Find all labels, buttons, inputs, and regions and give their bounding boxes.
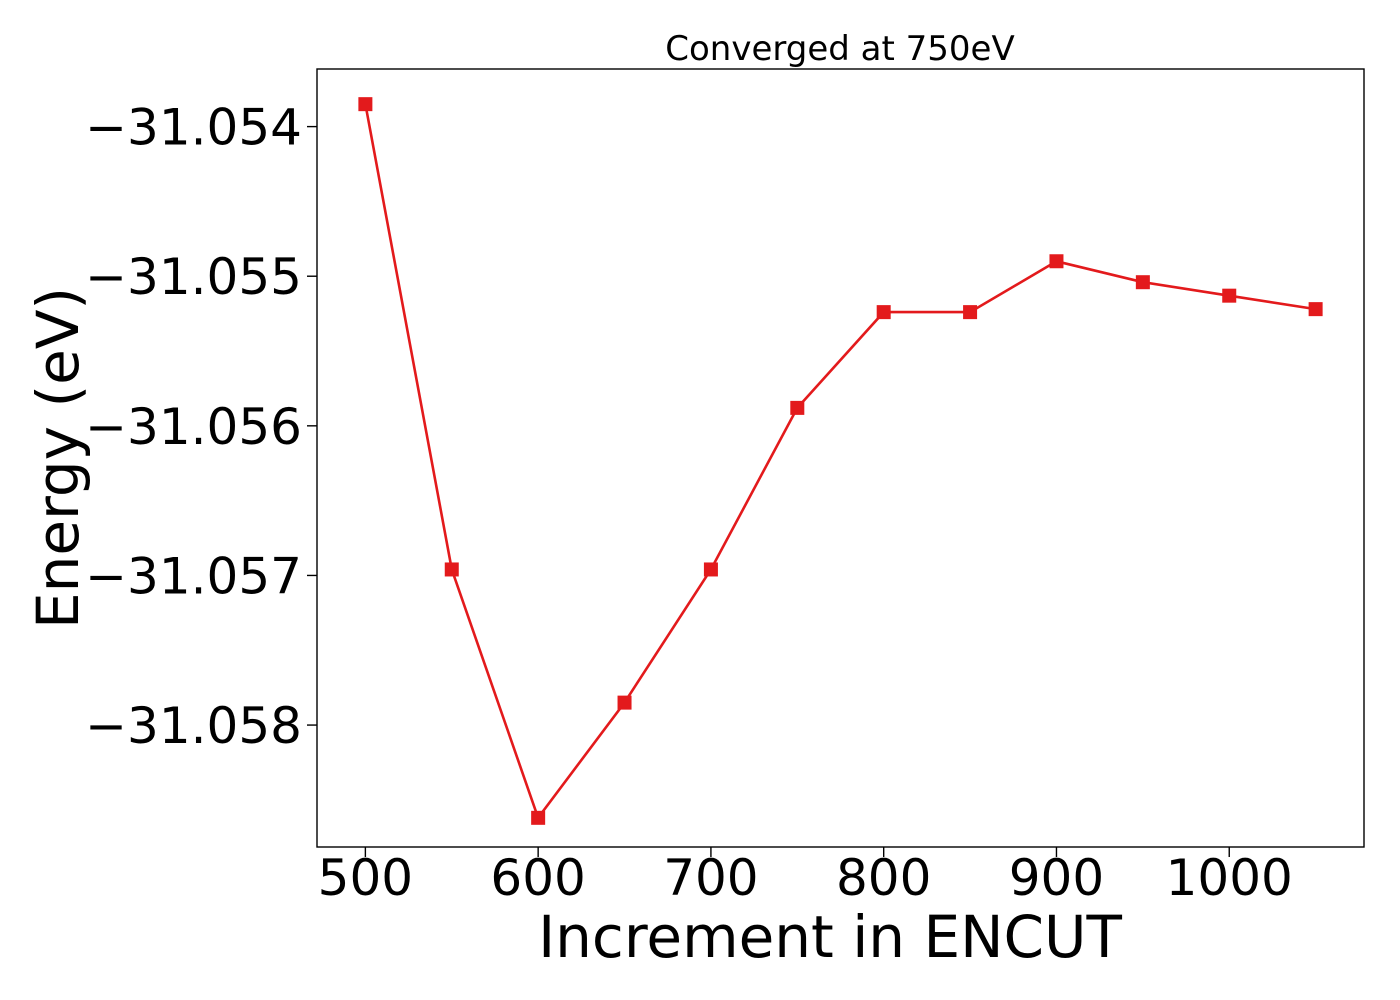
series-line [364, 103, 1316, 821]
plot-frame [316, 68, 1365, 848]
data-point [1049, 254, 1064, 269]
data-point [790, 400, 805, 415]
data-point [617, 695, 632, 710]
y-axis-title: Energy (eV) [24, 287, 92, 629]
data-point [703, 562, 718, 577]
data-point [876, 305, 891, 320]
data-point [531, 810, 546, 825]
y-tick-label: −31.054 [85, 99, 302, 157]
y-tick-label: −31.056 [85, 398, 302, 456]
y-tick-label: −31.055 [85, 248, 302, 306]
y-tick-label: −31.058 [85, 697, 302, 755]
x-tick-label: 1000 [1166, 849, 1293, 907]
x-axis: 500 600 700 800 900 1000 [318, 847, 1293, 907]
data-point [358, 97, 373, 112]
x-tick-label: 700 [663, 849, 758, 907]
data-point [1222, 288, 1237, 303]
y-tick-label: −31.057 [85, 547, 302, 605]
x-tick-label: 800 [836, 849, 931, 907]
data-point [1135, 275, 1150, 290]
chart-title: Converged at 750eV [665, 29, 1014, 69]
data-point [1308, 302, 1323, 317]
data-point [444, 562, 459, 577]
data-point [963, 305, 978, 320]
y-axis: −31.054 −31.055 −31.056 −31.057 −31.058 [85, 99, 317, 755]
x-axis-title: Increment in ENCUT [538, 903, 1122, 971]
x-tick-label: 600 [490, 849, 585, 907]
x-tick-label: 900 [1009, 849, 1104, 907]
x-tick-label: 500 [318, 849, 413, 907]
series-layer [358, 97, 1323, 825]
